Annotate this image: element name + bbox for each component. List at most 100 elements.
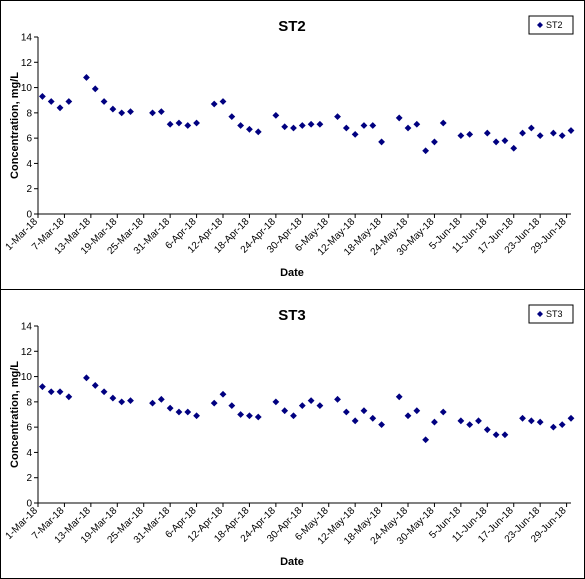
data-point — [254, 128, 262, 136]
legend-marker — [537, 311, 543, 317]
data-point — [404, 124, 412, 132]
y-axis-title: Concentration, mg/L — [9, 72, 21, 179]
y-tick-label: 2 — [26, 184, 32, 195]
data-point — [316, 402, 324, 410]
data-point — [404, 412, 412, 420]
legend-box — [528, 15, 574, 35]
data-point — [457, 132, 465, 140]
data-point — [483, 129, 491, 137]
data-point — [91, 85, 99, 93]
data-point — [492, 431, 500, 439]
y-tick-label: 12 — [21, 58, 33, 69]
data-point — [342, 408, 350, 416]
y-tick-label: 6 — [26, 423, 32, 434]
data-point — [272, 111, 280, 119]
data-point — [378, 421, 385, 429]
data-point — [492, 138, 500, 146]
data-point — [246, 412, 253, 420]
y-tick-label: 8 — [26, 397, 32, 408]
data-point — [254, 413, 262, 421]
data-point — [439, 408, 447, 416]
legend-label: ST2 — [546, 20, 563, 30]
legend-marker — [537, 22, 543, 28]
data-point — [100, 98, 108, 105]
data-point — [127, 397, 134, 404]
chart-title: ST3 — [278, 307, 306, 324]
data-point — [219, 98, 227, 105]
data-point — [413, 407, 421, 415]
data-point — [91, 382, 99, 389]
y-tick-label: 12 — [21, 347, 33, 358]
data-point — [83, 374, 90, 382]
data-point — [109, 394, 117, 402]
data-point — [47, 388, 55, 396]
data-point — [549, 129, 557, 137]
data-point — [237, 411, 245, 418]
data-point — [149, 109, 156, 117]
data-point — [422, 436, 430, 444]
data-point — [431, 138, 438, 146]
data-point — [519, 129, 526, 137]
y-tick-label: 8 — [26, 108, 32, 119]
data-point — [439, 119, 447, 127]
data-point — [549, 423, 557, 431]
y-tick-label: 6 — [26, 134, 32, 145]
data-point — [378, 138, 385, 146]
y-tick-label: 0 — [26, 499, 32, 510]
data-point — [567, 127, 575, 134]
data-point — [272, 398, 280, 406]
y-tick-label: 14 — [21, 33, 33, 44]
x-axis-title: Date — [280, 556, 304, 568]
data-point — [175, 119, 183, 127]
data-point — [351, 417, 359, 425]
data-point — [360, 407, 368, 415]
data-point — [536, 418, 544, 426]
data-point — [118, 109, 126, 117]
chart-title: ST2 — [278, 18, 306, 35]
data-point — [281, 407, 289, 415]
data-point — [510, 144, 518, 152]
data-point — [290, 412, 297, 420]
y-tick-label: 2 — [26, 473, 32, 484]
data-point — [298, 402, 306, 410]
data-point — [342, 124, 350, 132]
data-point — [184, 122, 192, 129]
data-point — [567, 414, 575, 422]
data-point — [175, 408, 183, 416]
data-point — [501, 431, 509, 439]
data-point — [527, 124, 535, 132]
data-point — [483, 426, 491, 434]
data-point — [237, 122, 245, 129]
y-tick-label: 10 — [21, 83, 33, 94]
data-point — [56, 388, 64, 396]
data-point — [558, 132, 566, 140]
chart-st2: ST2024681012141-Mar-187-Mar-1813-Mar-181… — [4, 15, 575, 279]
data-point — [369, 122, 377, 129]
data-point — [466, 421, 474, 429]
data-point — [149, 399, 156, 407]
data-point — [395, 114, 403, 122]
data-point — [246, 125, 253, 133]
data-point — [65, 393, 73, 401]
data-point — [219, 390, 227, 398]
data-point — [193, 412, 200, 420]
data-point — [360, 122, 368, 129]
data-point — [193, 119, 200, 127]
y-tick-label: 14 — [21, 322, 33, 333]
y-tick-label: 0 — [26, 210, 32, 221]
data-point — [422, 147, 430, 155]
data-point — [118, 398, 126, 406]
data-point — [56, 104, 64, 112]
data-point — [127, 108, 134, 115]
data-point — [210, 100, 218, 108]
data-point — [466, 130, 474, 138]
data-point — [334, 113, 341, 121]
data-point — [475, 417, 482, 425]
data-point — [395, 393, 403, 401]
chart-st3: ST3024681012141-Mar-187-Mar-1813-Mar-181… — [4, 304, 575, 568]
data-point — [558, 421, 566, 429]
data-point — [166, 404, 174, 412]
data-point — [157, 395, 165, 403]
y-tick-label: 4 — [26, 159, 32, 170]
data-point — [369, 414, 377, 422]
